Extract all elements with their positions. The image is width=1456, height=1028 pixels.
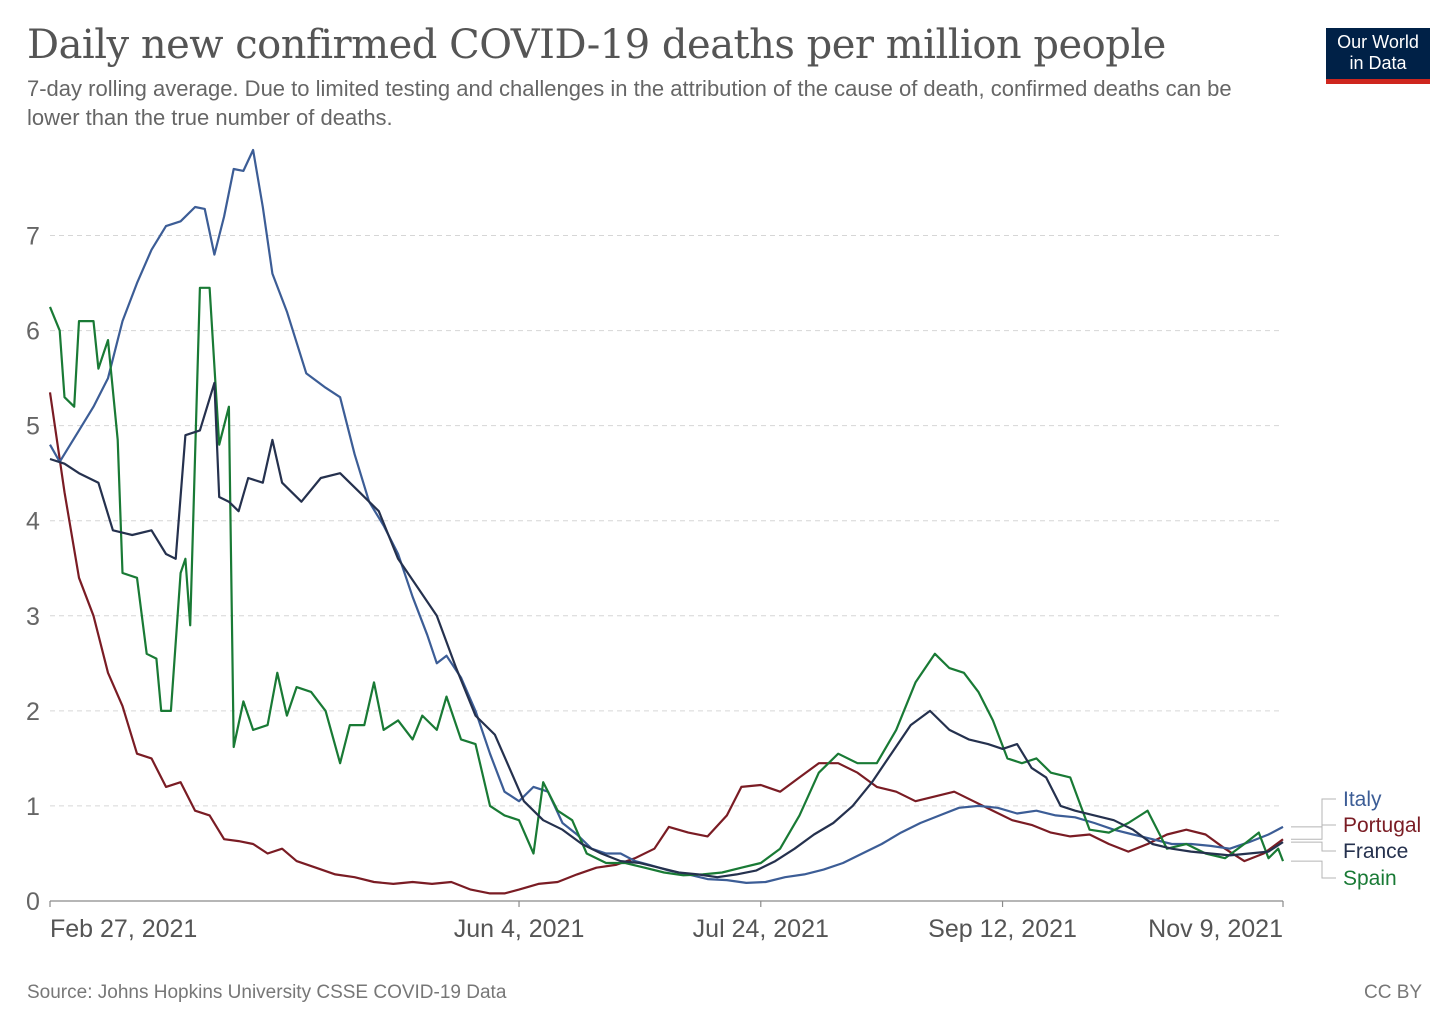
series-line-spain <box>48 286 1285 877</box>
y-tick-label: 5 <box>26 413 40 441</box>
chart-title: Daily new confirmed COVID-19 deaths per … <box>27 22 1166 68</box>
legend: Italy Portugal France Spain <box>1291 788 1421 890</box>
owid-logo[interactable]: Our World in Data <box>1326 28 1430 84</box>
source-note: Source: Johns Hopkins University CSSE CO… <box>27 982 507 1003</box>
y-tick-label: 2 <box>26 698 40 726</box>
legend-label-spain: Spain <box>1343 867 1397 890</box>
gridlines <box>50 235 1283 807</box>
legend-connector <box>1291 841 1336 852</box>
y-tick-label: 4 <box>26 508 40 536</box>
x-tick-label: Jun 4, 2021 <box>454 915 585 943</box>
y-tick-label: 0 <box>26 888 40 916</box>
x-tick-label: Jul 24, 2021 <box>693 915 829 943</box>
y-tick-label: 7 <box>26 223 40 251</box>
y-tick-label: 3 <box>26 603 40 631</box>
series-line-portugal <box>48 392 1284 895</box>
legend-label-italy: Italy <box>1343 788 1382 811</box>
logo-line-2: in Data <box>1349 53 1407 73</box>
license-link[interactable]: CC BY <box>1364 982 1423 1003</box>
x-tick-label: Feb 27, 2021 <box>50 915 197 943</box>
series-lines <box>48 148 1285 895</box>
x-axis: Feb 27, 2021 Jun 4, 2021 Jul 24, 2021 Sep 1… <box>49 900 1284 943</box>
series-line-italy <box>49 148 1284 885</box>
chart-subtitle: 7-day rolling average. Due to limited te… <box>27 76 1232 130</box>
legend-label-france: France <box>1343 840 1408 863</box>
legend-connector <box>1291 824 1336 840</box>
legend-label-portugal: Portugal <box>1343 814 1421 837</box>
y-tick-label: 6 <box>26 318 40 346</box>
y-axis-ticks: 0 1 2 3 4 5 6 7 <box>26 223 40 916</box>
x-tick-label: Nov 9, 2021 <box>1148 915 1283 943</box>
legend-connector <box>1291 860 1336 879</box>
legend-connector <box>1291 798 1336 828</box>
series-line-france <box>49 381 1284 879</box>
logo-line-1: Our World <box>1337 32 1419 52</box>
x-tick-label: Sep 12, 2021 <box>928 915 1077 943</box>
y-tick-label: 1 <box>26 793 40 821</box>
